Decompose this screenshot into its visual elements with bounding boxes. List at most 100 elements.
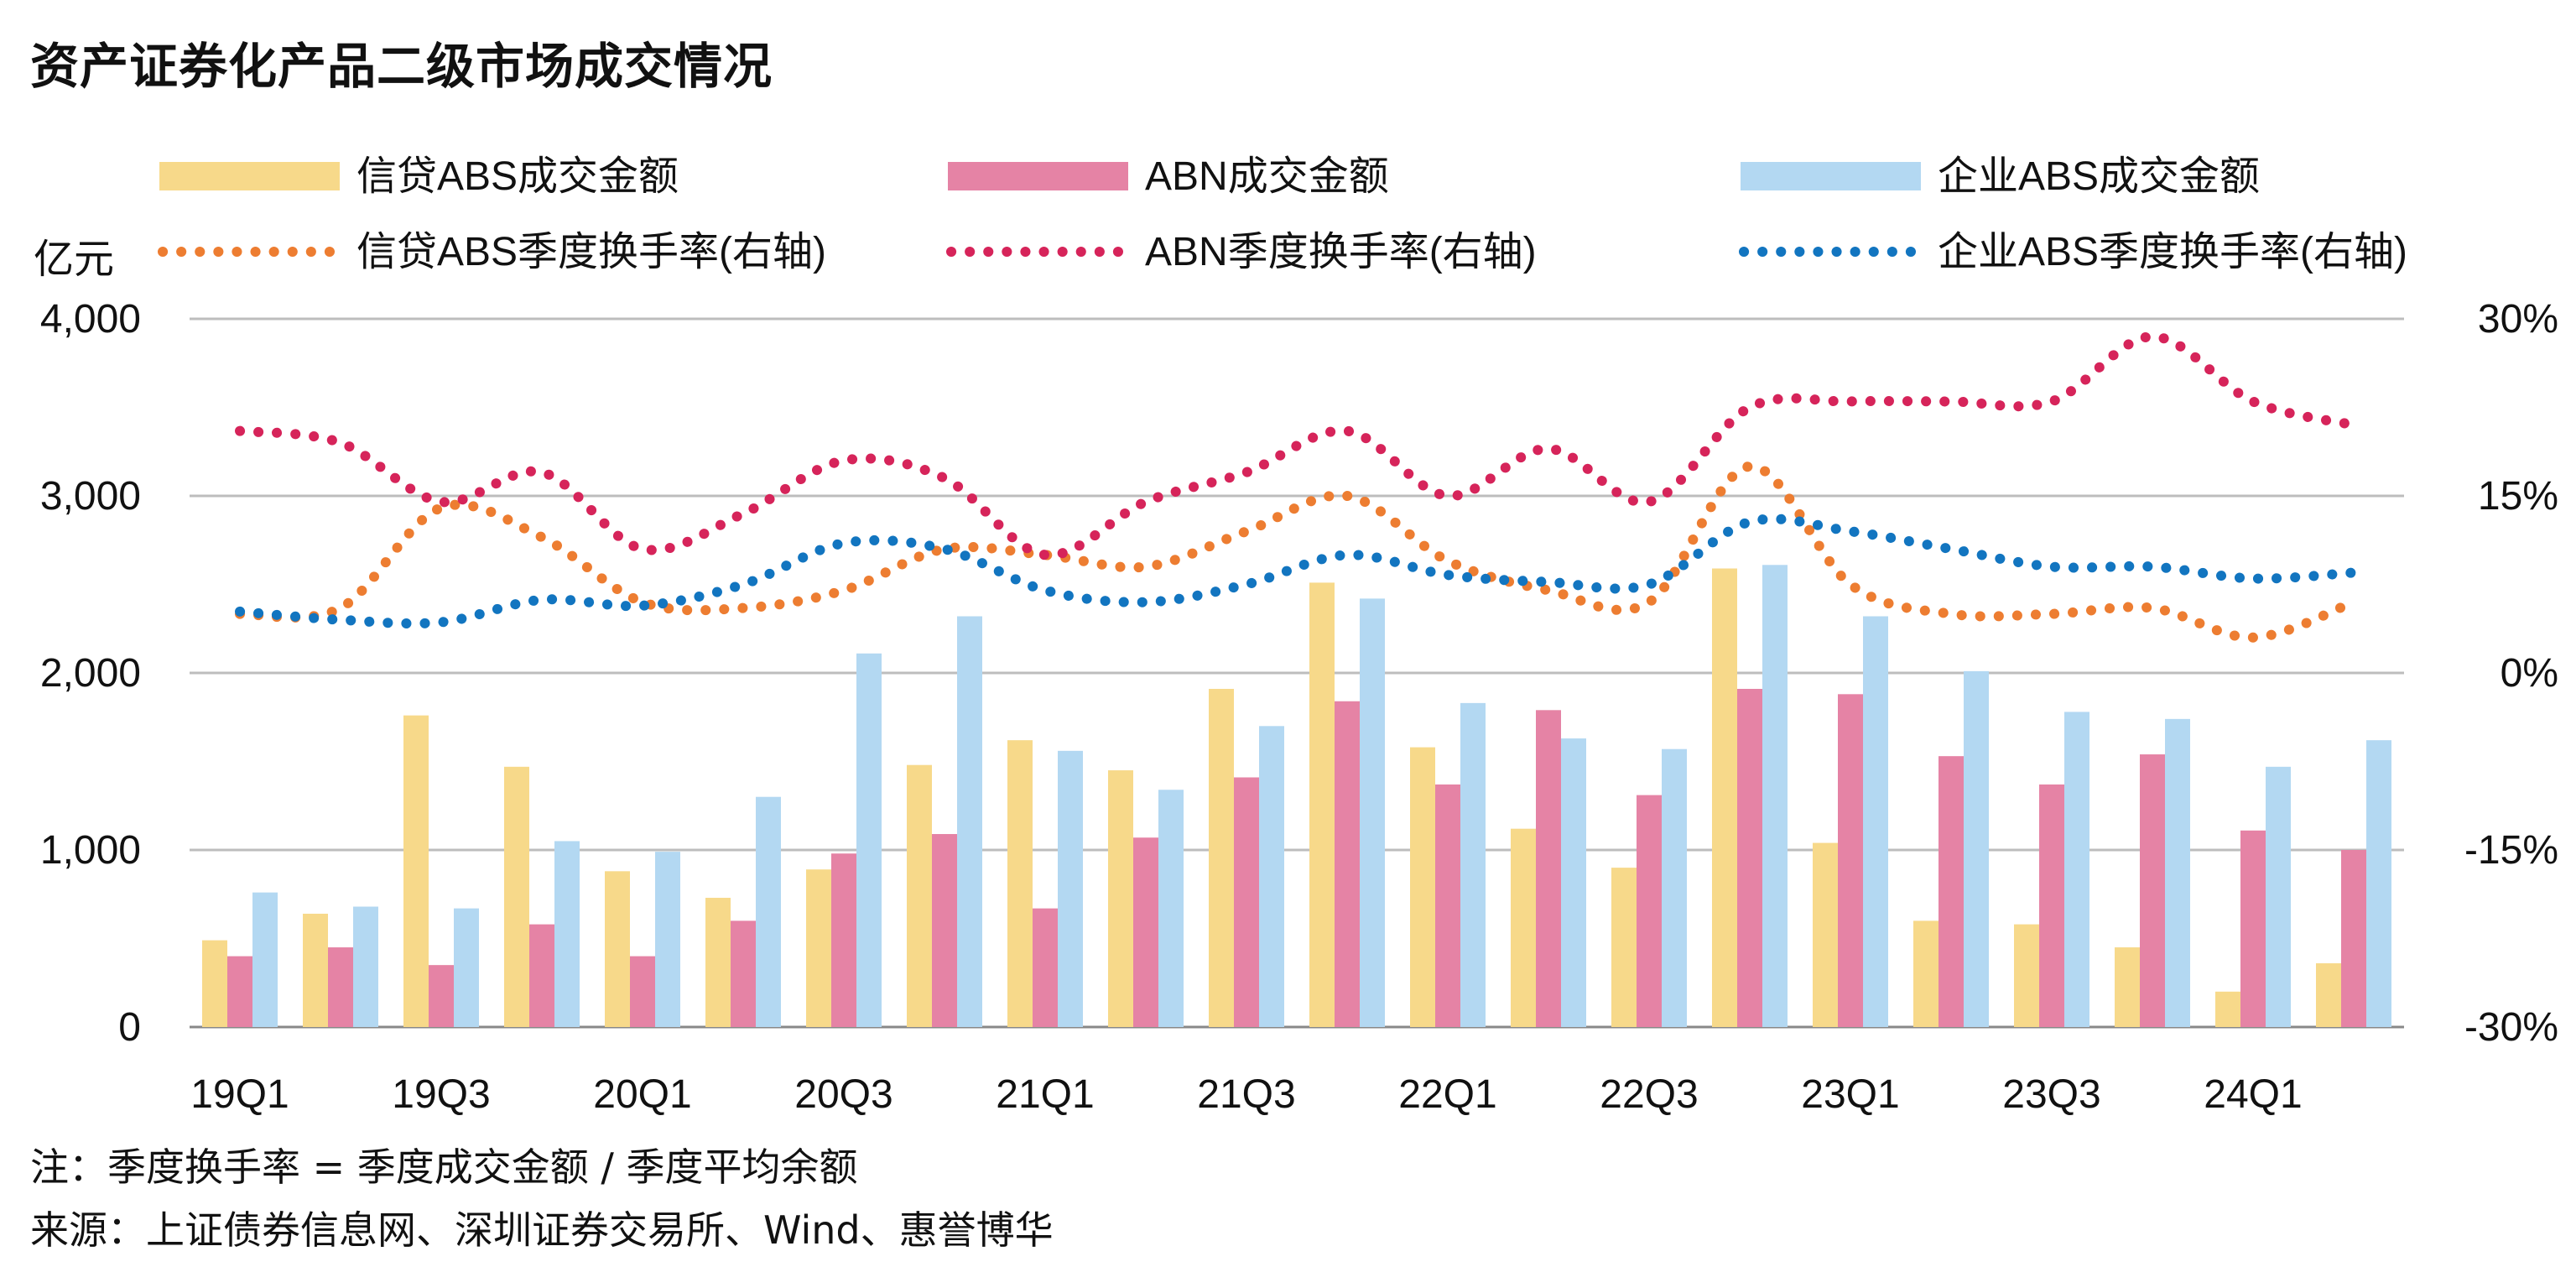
bar-信贷ABS成交金额 bbox=[907, 764, 932, 1027]
chart-title: 资产证券化产品二级市场成交情况 bbox=[30, 38, 773, 95]
bar-ABN成交金额 bbox=[227, 956, 252, 1027]
bar-信贷ABS成交金额 bbox=[1813, 842, 1838, 1027]
bar-企业ABS成交金额 bbox=[1964, 670, 1989, 1027]
legend-label: 企业ABS成交金额 bbox=[1938, 154, 2260, 199]
bar-ABN成交金额 bbox=[1737, 688, 1762, 1027]
bar-企业ABS成交金额 bbox=[554, 841, 580, 1027]
bar-企业ABS成交金额 bbox=[2366, 740, 2391, 1027]
x-tick-label: 24Q1 bbox=[2204, 1072, 2302, 1117]
bar-信贷ABS成交金额 bbox=[705, 897, 731, 1027]
chart: 0 1,000 2,000 3,000 4,000 -30% -15% 0% 15% 30% 亿元 1… bbox=[34, 154, 2558, 1117]
bar-ABN成交金额 bbox=[932, 834, 957, 1027]
legend-swatch bbox=[159, 162, 340, 190]
axes: 0 1,000 2,000 3,000 4,000 -30% -15% 0% 15% 30% 亿元 1… bbox=[34, 237, 2558, 1117]
bars bbox=[202, 565, 2391, 1027]
bar-ABN成交金额 bbox=[1637, 795, 1662, 1027]
bar-企业ABS成交金额 bbox=[856, 653, 882, 1027]
legend-label: ABN季度换手率(右轴) bbox=[1145, 230, 1537, 274]
bar-信贷ABS成交金额 bbox=[2215, 991, 2240, 1027]
bar-信贷ABS成交金额 bbox=[202, 940, 227, 1027]
bar-信贷ABS成交金额 bbox=[403, 715, 429, 1027]
y-left-tick-label: 2,000 bbox=[40, 651, 141, 696]
bar-ABN成交金额 bbox=[328, 947, 353, 1027]
bar-ABN成交金额 bbox=[1939, 756, 1964, 1027]
line-ABN季度换手率(右轴) bbox=[235, 331, 2359, 561]
y-right-tick-label: 30% bbox=[2478, 297, 2558, 342]
bar-信贷ABS成交金额 bbox=[1611, 868, 1637, 1027]
y-left-tick-label: 3,000 bbox=[40, 474, 141, 519]
bar-ABN成交金额 bbox=[1234, 777, 1259, 1027]
legend-label: ABN成交金额 bbox=[1145, 154, 1389, 199]
bar-企业ABS成交金额 bbox=[1360, 598, 1385, 1027]
bar-企业ABS成交金额 bbox=[1058, 750, 1083, 1027]
bar-信贷ABS成交金额 bbox=[605, 871, 630, 1027]
bar-信贷ABS成交金额 bbox=[1913, 920, 1939, 1027]
legend-label: 信贷ABS季度换手率(右轴) bbox=[356, 230, 826, 274]
bar-企业ABS成交金额 bbox=[2064, 712, 2089, 1027]
x-tick-label: 21Q1 bbox=[996, 1072, 1094, 1117]
bar-ABN成交金额 bbox=[2240, 830, 2266, 1027]
bar-企业ABS成交金额 bbox=[756, 796, 781, 1027]
x-tick-label: 20Q3 bbox=[794, 1072, 892, 1117]
bar-ABN成交金额 bbox=[2039, 784, 2064, 1027]
bar-信贷ABS成交金额 bbox=[303, 913, 328, 1027]
bar-ABN成交金额 bbox=[2140, 754, 2165, 1027]
bar-企业ABS成交金额 bbox=[1158, 790, 1184, 1027]
lines bbox=[235, 331, 2359, 643]
bar-ABN成交金额 bbox=[529, 924, 554, 1027]
legend-label: 信贷ABS成交金额 bbox=[356, 154, 679, 199]
y-right-tick-label: -30% bbox=[2464, 1005, 2558, 1050]
bar-企业ABS成交金额 bbox=[1863, 616, 1888, 1027]
bar-信贷ABS成交金额 bbox=[2115, 947, 2140, 1027]
bar-信贷ABS成交金额 bbox=[806, 869, 831, 1027]
legend-swatch bbox=[1741, 162, 1921, 190]
bar-信贷ABS成交金额 bbox=[1108, 770, 1133, 1027]
bar-企业ABS成交金额 bbox=[957, 616, 982, 1027]
bar-信贷ABS成交金额 bbox=[1712, 568, 1737, 1027]
x-tick-label: 19Q1 bbox=[190, 1072, 289, 1117]
y-left-axis-label: 亿元 bbox=[34, 237, 114, 282]
bar-ABN成交金额 bbox=[1838, 694, 1863, 1027]
x-tick-label: 23Q1 bbox=[1801, 1072, 1899, 1117]
bar-信贷ABS成交金额 bbox=[1007, 740, 1033, 1027]
bar-信贷ABS成交金额 bbox=[2316, 963, 2341, 1027]
bar-ABN成交金额 bbox=[831, 853, 856, 1027]
bar-ABN成交金额 bbox=[1435, 784, 1460, 1027]
bar-ABN成交金额 bbox=[1133, 837, 1158, 1027]
y-left-tick-label: 4,000 bbox=[40, 297, 141, 342]
bar-企业ABS成交金额 bbox=[1762, 565, 1788, 1027]
y-left-tick-label: 0 bbox=[118, 1005, 141, 1050]
y-left-tick-label: 1,000 bbox=[40, 828, 141, 873]
bar-企业ABS成交金额 bbox=[2165, 718, 2190, 1027]
x-tick-label: 22Q3 bbox=[1600, 1072, 1698, 1117]
bar-ABN成交金额 bbox=[1335, 701, 1360, 1027]
bar-企业ABS成交金额 bbox=[655, 852, 680, 1027]
bar-信贷ABS成交金额 bbox=[1309, 582, 1335, 1027]
source-note: 来源：上证债券信息网、深圳证券交易所、Wind、惠誉博华 bbox=[30, 1207, 1054, 1253]
y-right-tick-label: 0% bbox=[2501, 651, 2558, 696]
y-right-tick-label: 15% bbox=[2478, 474, 2558, 519]
footnote: 注：季度换手率 = 季度成交金额 / 季度平均余额 bbox=[30, 1144, 858, 1190]
bar-企业ABS成交金额 bbox=[252, 892, 278, 1027]
bar-ABN成交金额 bbox=[1033, 908, 1058, 1027]
bar-企业ABS成交金额 bbox=[353, 906, 378, 1027]
bar-ABN成交金额 bbox=[1536, 710, 1561, 1027]
legend-swatch bbox=[948, 162, 1128, 190]
line-信贷ABS季度换手率(右轴) bbox=[235, 461, 2359, 643]
x-tick-label: 20Q1 bbox=[593, 1072, 691, 1117]
bar-ABN成交金额 bbox=[429, 965, 454, 1027]
bar-企业ABS成交金额 bbox=[1460, 702, 1486, 1027]
bar-信贷ABS成交金额 bbox=[2014, 924, 2039, 1027]
bar-信贷ABS成交金额 bbox=[1410, 747, 1435, 1027]
bar-信贷ABS成交金额 bbox=[1209, 688, 1234, 1027]
x-tick-label: 21Q3 bbox=[1197, 1072, 1295, 1117]
bar-信贷ABS成交金额 bbox=[1511, 828, 1536, 1027]
x-tick-label: 22Q1 bbox=[1398, 1072, 1496, 1117]
line-企业ABS季度换手率(右轴) bbox=[235, 514, 2359, 629]
bar-企业ABS成交金额 bbox=[454, 908, 479, 1027]
bar-企业ABS成交金额 bbox=[1259, 726, 1284, 1027]
bar-企业ABS成交金额 bbox=[1662, 748, 1687, 1027]
x-tick-label: 19Q3 bbox=[392, 1072, 490, 1117]
legend-label: 企业ABS季度换手率(右轴) bbox=[1938, 230, 2407, 274]
